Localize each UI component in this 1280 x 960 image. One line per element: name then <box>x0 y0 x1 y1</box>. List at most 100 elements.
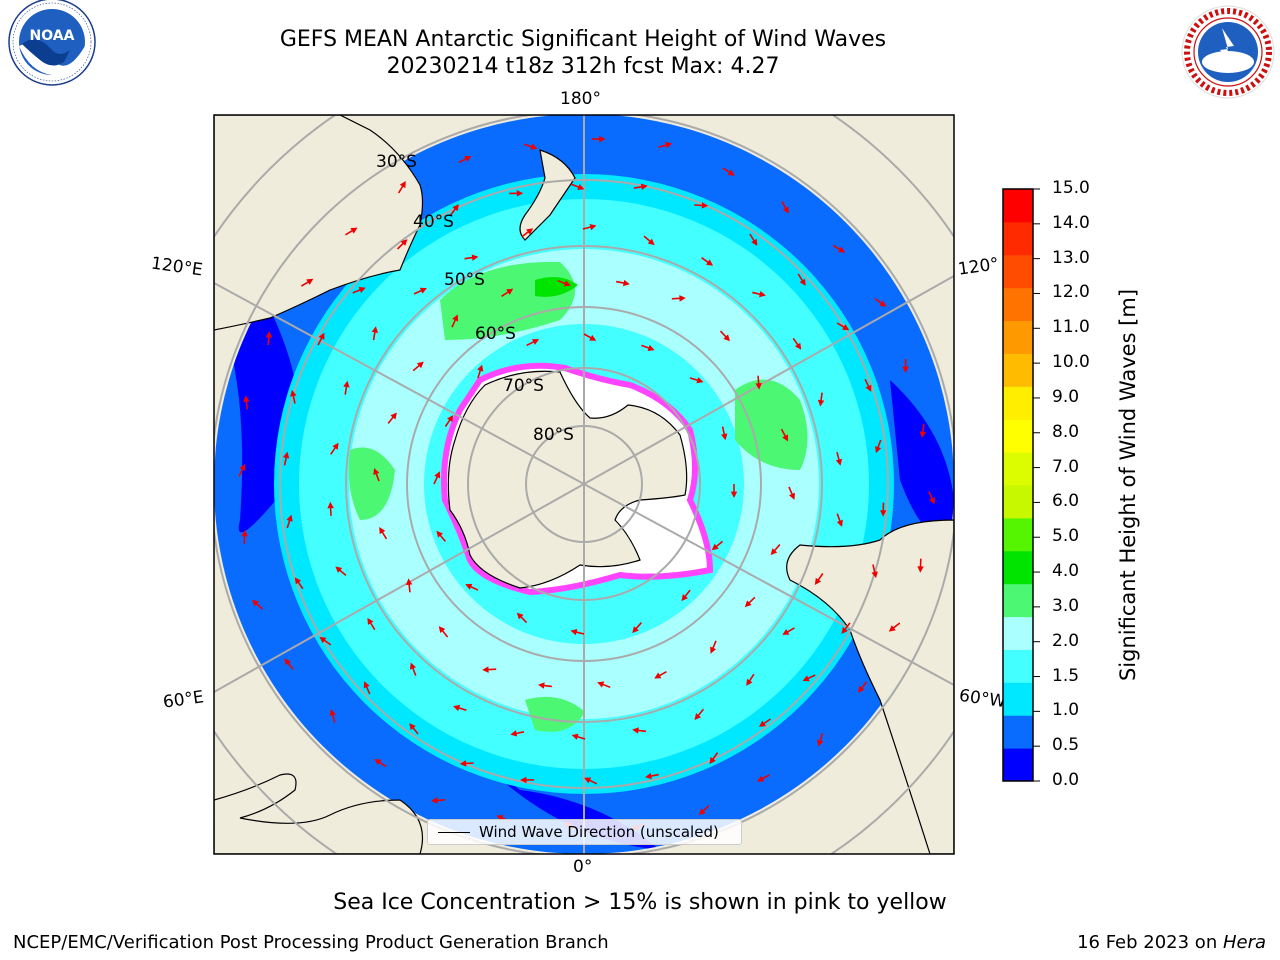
colorbar-band <box>1003 189 1033 223</box>
wave-arrow-head <box>446 414 454 423</box>
colorbar-tick-label: 0.5 <box>1052 735 1080 756</box>
wave-arrow-head <box>379 526 386 535</box>
wave-arrow-head <box>243 395 250 403</box>
wave-arrow-head <box>464 156 472 162</box>
wave-arrow-head <box>622 279 630 287</box>
wave-arrow-head <box>327 501 334 509</box>
colorbar-band <box>1003 682 1033 716</box>
wave-arrow-head <box>516 190 524 197</box>
colorbar-tick-label: 5.0 <box>1052 526 1080 547</box>
wave-arrow-head <box>814 577 822 585</box>
wave-arrow-head <box>436 530 443 538</box>
wave-arrow-head <box>841 626 848 635</box>
colorbar-band <box>1003 452 1033 486</box>
wave-arrow-head <box>770 548 778 556</box>
wave-arrow-head <box>632 727 639 734</box>
wave-arrow-head <box>506 288 514 295</box>
wave-arrow-head <box>755 383 762 390</box>
wave-arrow-head <box>516 612 524 620</box>
colorbar-band <box>1003 386 1033 420</box>
colorbar-band <box>1003 616 1033 650</box>
legend-label: Wind Wave Direction (unscaled) <box>479 823 719 841</box>
wave-arrow-head <box>282 451 290 459</box>
lon-label-0: 0° <box>573 857 593 877</box>
wave-arrow-head <box>358 287 366 294</box>
map-frame <box>213 114 955 855</box>
colorbar-tick-label: 0.0 <box>1052 770 1080 790</box>
wave-arrow-head <box>496 814 504 822</box>
sea-ice-footnote: Sea Ice Concentration > 15% is shown in … <box>333 890 947 915</box>
colorbar-title: Significant Height of Wind Waves [m] <box>1116 288 1140 682</box>
wave-arrow-head <box>681 594 688 602</box>
lat-label-70s: 70°S <box>503 376 544 396</box>
wave-arrow-head <box>709 757 716 765</box>
colorbar-tick-label: 2.0 <box>1052 630 1080 651</box>
colorbar-tick-label: 8.0 <box>1052 421 1080 442</box>
wave-arrow-head <box>782 434 789 442</box>
title-line-2: 20230214 t18z 312h fcst Max: 4.27 <box>0 54 1166 79</box>
colorbar-band <box>1003 748 1033 782</box>
wave-arrow-head <box>757 775 765 782</box>
wave-arrow-head <box>701 202 709 209</box>
wave-arrow-head <box>318 332 325 340</box>
wave-arrow-head <box>802 675 810 682</box>
colorbar-frame <box>1002 188 1034 782</box>
wave-arrow-head <box>471 254 479 261</box>
wave-arrow-head <box>373 467 380 476</box>
colorbar-band <box>1003 254 1033 289</box>
wave-arrow-head <box>888 625 896 632</box>
wave-arrow-head <box>465 583 473 590</box>
wave-arrow-head <box>746 678 753 686</box>
wave-arrow-head <box>721 433 728 441</box>
south-america <box>786 519 954 854</box>
lat-label-80s: 80°S <box>533 425 574 445</box>
wave-arrow-head <box>452 204 459 212</box>
svg-text:NOAA: NOAA <box>30 28 75 44</box>
wave-arrow-head <box>759 290 766 298</box>
wave-arrow-head <box>374 758 382 766</box>
wave-arrow-head <box>306 278 314 285</box>
colorbar-tick-label: 10.0 <box>1052 352 1090 373</box>
max-value: Max: 4.27 <box>670 54 780 79</box>
wave-arrow-head <box>871 571 878 579</box>
wave-arrow-head <box>730 491 738 498</box>
wave-arrow-head <box>409 723 416 731</box>
wave-arrow-head <box>857 685 865 693</box>
colorbar-band <box>1003 583 1033 618</box>
wave-arrow-head <box>520 776 527 784</box>
wave-arrow-head <box>335 566 343 573</box>
wave-arrow-head <box>929 497 935 505</box>
lat-label-60s: 60°S <box>475 324 516 344</box>
colorbar-band <box>1003 287 1033 322</box>
wave-arrow-head <box>835 458 843 466</box>
wave-arrow-head <box>531 339 540 345</box>
wave-arrow-head <box>782 628 790 635</box>
colorbar-tick-label: 6.0 <box>1052 491 1080 512</box>
wave-arrow-head <box>589 334 597 341</box>
wave-arrow-head <box>332 442 339 450</box>
wave-arrow-head <box>817 399 825 407</box>
wave-arrow-head <box>710 646 717 654</box>
wave-arrow-head <box>917 566 924 573</box>
wave-arrow-head <box>723 334 731 342</box>
wave-arrow-head <box>817 739 824 747</box>
wave-arrow-head <box>696 377 704 384</box>
colorbar-band <box>1003 221 1033 256</box>
wave-arrow-head <box>570 628 578 636</box>
forecast-time: 20230214 t18z 312h fcst <box>386 54 664 79</box>
wave-arrow-head <box>241 529 248 537</box>
footer-machine: Hera <box>1222 932 1266 953</box>
colorbar-tick-label: 1.5 <box>1052 665 1080 686</box>
colorbar-band <box>1003 517 1033 552</box>
lat-label-40s: 40°S <box>413 212 454 232</box>
colorbar-tick-label: 1.0 <box>1052 700 1080 721</box>
wave-arrow-head <box>838 246 846 253</box>
wave-arrow-head <box>711 543 719 551</box>
wave-arrow-head <box>284 658 291 666</box>
wave-arrow-head <box>409 662 416 670</box>
wave-arrow-head <box>902 366 909 373</box>
wave-arrow-head <box>329 709 336 717</box>
wave-arrow-head <box>367 617 374 625</box>
colorbar-band <box>1003 715 1033 749</box>
wave-arrow-head <box>510 730 518 737</box>
